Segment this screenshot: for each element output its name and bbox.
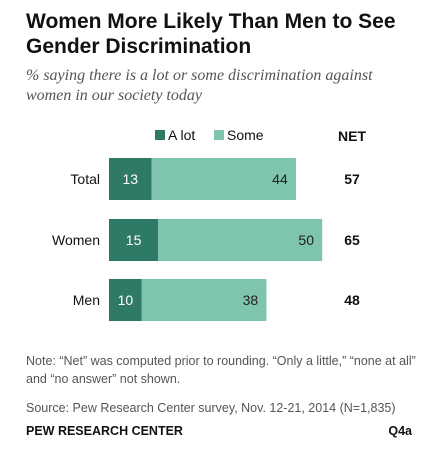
- legend-swatch-some: [214, 130, 224, 140]
- bar-value-label: 10: [118, 292, 134, 308]
- question-code: Q4a: [388, 424, 412, 438]
- net-value: 65: [344, 232, 360, 248]
- stacked-bar-chart: A lot Some NET Total 13 44 57 Women 15 50 65 Men 10 3…: [52, 127, 366, 321]
- legend-label: A lot: [168, 127, 195, 143]
- legend-label: Some: [227, 127, 264, 143]
- chart-subtitle: % saying there is a lot or some discrimi…: [26, 67, 373, 104]
- net-value: 48: [344, 292, 360, 308]
- bar-a-lot: [109, 219, 159, 261]
- chart-note: Note: “Net” was computed prior to roundi…: [26, 354, 416, 386]
- net-value: 57: [344, 171, 360, 187]
- bar-value-label: 15: [126, 232, 142, 248]
- bar-value-label: 38: [243, 292, 259, 308]
- bar-value-label: 13: [123, 171, 139, 187]
- organization-name: PEW RESEARCH CENTER: [26, 424, 183, 438]
- bar-some: [151, 158, 296, 200]
- net-header: NET: [338, 128, 366, 144]
- bar-some: [141, 279, 267, 321]
- bar-some: [158, 219, 323, 261]
- bar-a-lot: [109, 279, 142, 321]
- chart-title: Women More Likely Than Men to See Gender…: [26, 10, 396, 58]
- legend-swatch-a-lot: [155, 130, 165, 140]
- bar-a-lot: [109, 158, 152, 200]
- category-label: Men: [73, 292, 100, 308]
- category-label: Women: [52, 232, 100, 248]
- category-label: Total: [70, 171, 100, 187]
- chart-source: Source: Pew Research Center survey, Nov.…: [26, 401, 396, 415]
- bar-value-label: 50: [298, 232, 314, 248]
- bar-value-label: 44: [272, 171, 288, 187]
